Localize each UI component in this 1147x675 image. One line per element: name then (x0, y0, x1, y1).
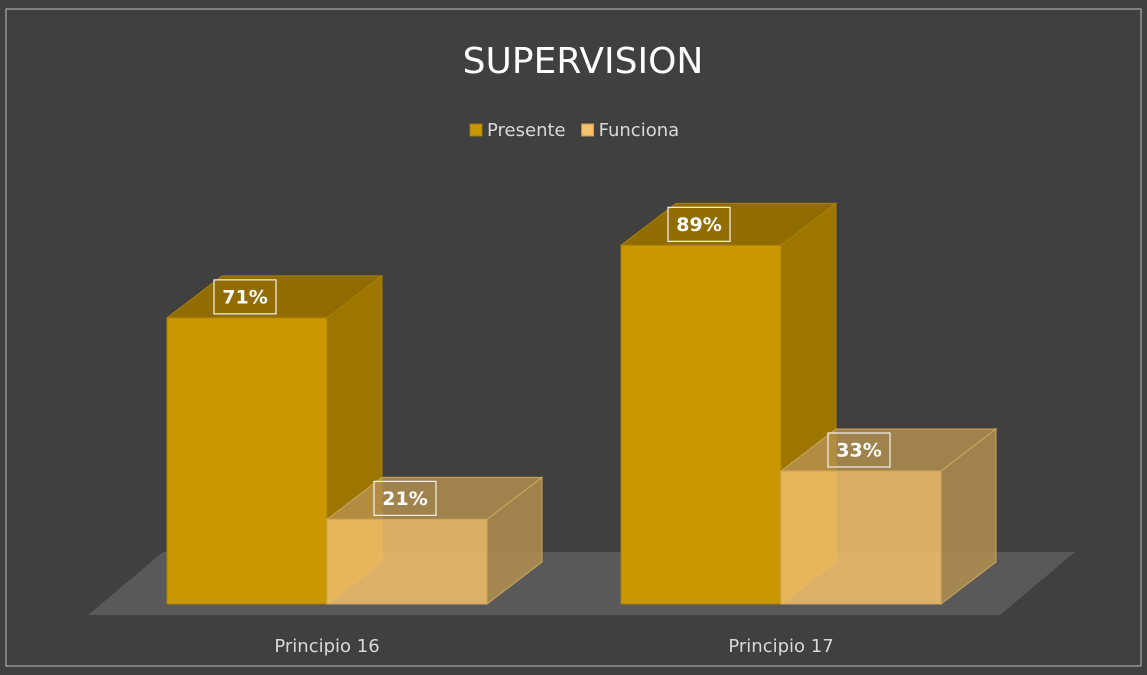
bar (620, 244, 782, 605)
data-label: 33% (836, 440, 881, 462)
x-tick-label: Principio 16 (274, 636, 379, 657)
legend-label: Funciona (599, 120, 680, 141)
data-label-box (373, 480, 437, 516)
data-label-box (667, 206, 731, 242)
legend-swatch (469, 123, 483, 137)
data-label: 89% (676, 214, 721, 236)
bar (326, 518, 488, 605)
chart-title: SUPERVISION (463, 41, 704, 82)
data-label: 71% (222, 286, 267, 308)
data-label-box (213, 279, 277, 315)
legend: Presente Funciona (469, 120, 680, 141)
plot-area: 71% 21% 89% 33% (165, 202, 998, 606)
data-label-box (827, 432, 891, 468)
legend-swatch (581, 123, 595, 137)
bar (780, 470, 942, 605)
x-tick-label: Principio 17 (728, 636, 833, 657)
legend-label: Presente (487, 120, 566, 141)
data-label: 21% (382, 488, 427, 510)
bar (166, 317, 328, 605)
